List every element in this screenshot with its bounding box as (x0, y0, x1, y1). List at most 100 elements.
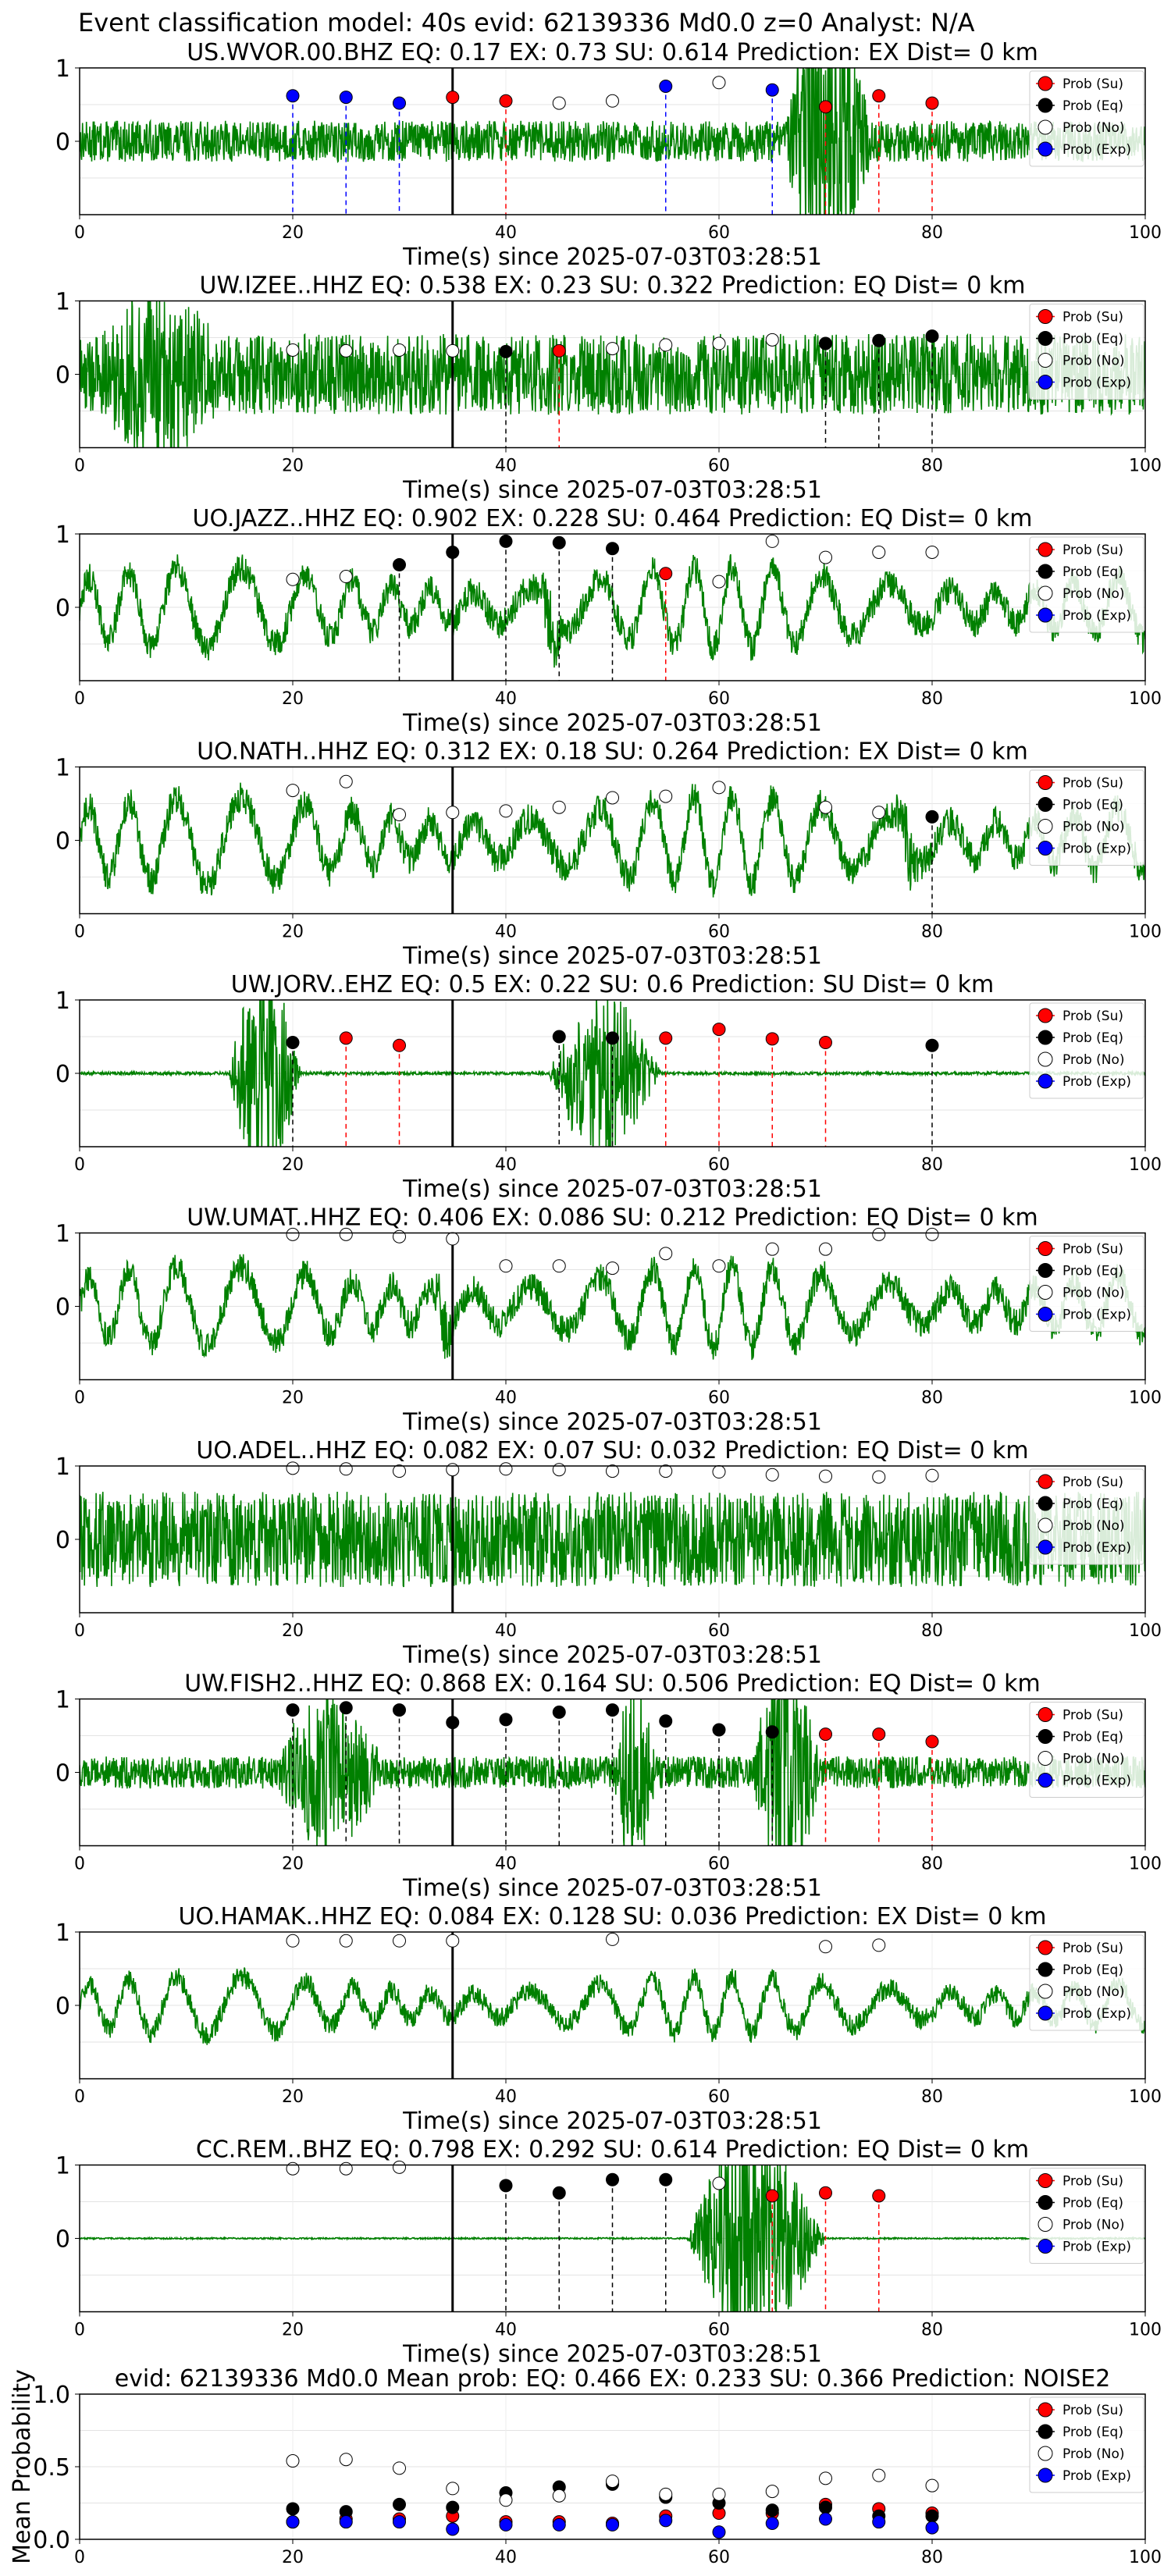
x-tick-label: 0 (74, 1855, 85, 1874)
x-axis-label: Time(s) since 2025-07-03T03:28:51 (402, 1642, 822, 1669)
prob-point (393, 1464, 406, 1478)
y-tick-label: 0 (55, 362, 70, 390)
prob-point (659, 2172, 673, 2186)
legend-box (1029, 770, 1144, 866)
x-tick-label: 60 (708, 1855, 730, 1874)
legend-marker (1038, 2195, 1053, 2210)
prob-point (446, 1232, 460, 1246)
legend-marker (1038, 1474, 1053, 1489)
x-tick-label: 40 (495, 1855, 517, 1874)
x-axis-label: Time(s) since 2025-07-03T03:28:51 (402, 1875, 822, 1902)
mean-prob-point (552, 2489, 566, 2503)
legend-marker (1038, 542, 1053, 557)
prob-point (552, 800, 566, 814)
mean-prob-point (286, 2502, 300, 2516)
prob-point (819, 1727, 832, 1742)
prob-point (712, 76, 726, 90)
mean-prob-point (712, 2525, 726, 2539)
legend-box (1029, 2396, 1144, 2493)
legend-label: Prob (Su) (1062, 310, 1123, 326)
x-tick-label: 20 (282, 2548, 304, 2567)
y-tick-label: 0 (55, 129, 70, 156)
y-tick-label: 1 (55, 987, 70, 1015)
y-tick-label: 1 (55, 289, 70, 316)
station-panel: UO.HAMAK..HHZ EQ: 0.084 EX: 0.128 SU: 0.… (55, 1903, 1162, 2135)
prob-point (446, 806, 460, 820)
prob-point (606, 94, 619, 108)
prob-point (499, 1713, 513, 1727)
prob-point (819, 800, 832, 814)
x-tick-label: 40 (495, 2321, 517, 2340)
y-tick-label: 0 (55, 1993, 70, 2020)
legend-label: Prob (No) (1062, 1052, 1125, 1068)
x-tick-label: 80 (921, 1389, 943, 1408)
prob-point (925, 96, 939, 110)
x-tick-label: 20 (282, 1621, 304, 1641)
prob-point (872, 333, 886, 347)
x-axis-label: Time(s) since 2025-07-03T03:28:51 (402, 943, 822, 970)
x-tick-label: 40 (495, 1621, 517, 1641)
mean-prob-point (765, 2517, 779, 2531)
prob-point (925, 546, 939, 559)
station-panel: UW.FISH2..HHZ EQ: 0.868 EX: 0.164 SU: 0.… (55, 1670, 1162, 1902)
y-tick-label: 1 (55, 1687, 70, 1714)
x-tick-label: 80 (921, 1855, 943, 1874)
y-tick-label: 0 (55, 1760, 70, 1788)
legend-label: Prob (Eq) (1062, 798, 1123, 813)
summary-panel: evid: 62139336 Md0.0 Mean prob: EQ: 0.46… (9, 2365, 1162, 2567)
x-tick-label: 0 (74, 2321, 85, 2340)
mean-prob-point (819, 2512, 832, 2526)
x-tick-label: 80 (921, 1621, 943, 1641)
legend-box (1029, 2168, 1144, 2264)
prob-point (499, 1462, 513, 1476)
y-tick-label: 1 (55, 755, 70, 782)
waveform-trace (80, 1967, 1145, 2045)
panel-title: UW.JORV..EHZ EQ: 0.5 EX: 0.22 SU: 0.6 Pr… (231, 971, 994, 998)
mean-prob-point (499, 2517, 513, 2532)
station-panel: UO.ADEL..HHZ EQ: 0.082 EX: 0.07 SU: 0.03… (55, 1437, 1162, 1669)
legend-label: Prob (No) (1062, 1518, 1125, 1534)
legend-label: Prob (No) (1062, 1752, 1125, 1767)
legend-label: Prob (Eq) (1062, 1962, 1123, 1978)
x-tick-label: 100 (1129, 223, 1162, 243)
legend-box (1029, 536, 1144, 633)
legend-marker (1038, 1496, 1053, 1511)
prob-point (393, 1703, 406, 1717)
prob-point (659, 338, 673, 352)
legend-marker (1038, 797, 1053, 812)
prob-point (339, 2161, 353, 2176)
prob-point (606, 1261, 619, 1276)
prob-point (286, 572, 300, 586)
y-tick-label: 1 (55, 55, 70, 83)
legend-marker (1038, 775, 1053, 790)
prob-point (393, 808, 406, 822)
prob-point (925, 329, 939, 343)
legend-label: Prob (Eq) (1062, 2196, 1123, 2211)
legend-label: Prob (Eq) (1062, 1496, 1123, 1512)
prob-point (925, 1227, 939, 1241)
legend-label: Prob (Su) (1062, 776, 1123, 792)
y-tick-label: 1 (55, 521, 70, 549)
prob-point (765, 333, 779, 347)
y-tick-label: 0 (55, 1294, 70, 1322)
x-tick-label: 60 (708, 1621, 730, 1641)
x-tick-label: 0 (74, 223, 85, 243)
panel-title: UW.UMAT..HHZ EQ: 0.406 EX: 0.086 SU: 0.2… (187, 1204, 1038, 1232)
legend-marker (1038, 2467, 1053, 2483)
x-tick-label: 40 (495, 923, 517, 942)
legend-marker (1038, 353, 1053, 368)
legend-marker (1038, 1773, 1053, 1788)
legend-label: Prob (Exp) (1062, 2006, 1131, 2022)
prob-point (552, 1259, 566, 1273)
x-tick-label: 20 (282, 223, 304, 243)
legend-marker (1038, 2005, 1053, 2021)
mean-prob-point (446, 2522, 460, 2536)
prob-point (659, 789, 673, 803)
x-tick-label: 20 (282, 1155, 304, 1175)
waveform-trace (80, 782, 1145, 898)
x-tick-label: 100 (1129, 2548, 1162, 2567)
station-panel: UW.IZEE..HHZ EQ: 0.538 EX: 0.23 SU: 0.32… (55, 272, 1162, 504)
legend-label: Prob (Eq) (1062, 1030, 1123, 1046)
legend-marker (1038, 1051, 1053, 1067)
